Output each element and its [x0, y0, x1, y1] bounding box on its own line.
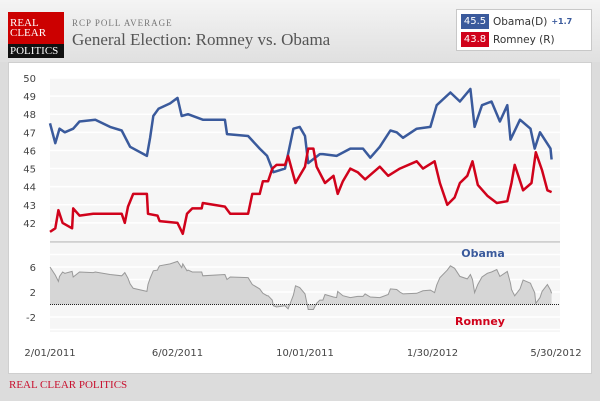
- x-tick-label: 10/01/2011: [276, 348, 334, 359]
- kicker: RCP POLL AVERAGE: [72, 18, 173, 28]
- y-tick-label: 46: [23, 146, 36, 157]
- legend: 45.5 Obama(D) +1.7 43.8 Romney (R): [456, 9, 592, 51]
- y-tick-label: 42: [23, 219, 36, 230]
- header: REAL CLEAR POLITICS RCP POLL AVERAGE Gen…: [0, 0, 600, 62]
- y-tick-label: 49: [23, 92, 36, 103]
- obama-change: +1.7: [551, 17, 573, 26]
- series-line-romney: [49, 147, 553, 236]
- y-tick-label: 48: [23, 110, 36, 121]
- logo-line-2: CLEAR: [10, 27, 47, 39]
- romney-spread-label: Romney: [455, 315, 505, 328]
- romney-label: Romney (R): [493, 33, 555, 46]
- y-tick-label: 44: [23, 183, 36, 194]
- obama-value: 45.5: [461, 14, 489, 29]
- y-tick-label: 45: [23, 165, 36, 176]
- y-tick-label: 47: [23, 128, 36, 139]
- spread-tick-label: 6: [30, 263, 36, 274]
- romney-value: 43.8: [461, 32, 489, 47]
- rcp-logo[interactable]: REAL CLEAR POLITICS: [8, 12, 64, 58]
- x-tick-label: 6/02/2011: [152, 348, 203, 359]
- logo-line-1: REAL: [10, 17, 39, 29]
- obama-spread-label: Obama: [461, 247, 505, 260]
- page-title: General Election: Romney vs. Obama: [72, 30, 331, 49]
- legend-obama: 45.5 Obama(D) +1.7: [461, 14, 572, 29]
- series-line-obama: [48, 87, 553, 174]
- y-tick-label: 43: [23, 201, 36, 212]
- legend-romney: 43.8 Romney (R): [461, 32, 555, 47]
- spread-line: [49, 260, 553, 310]
- main-plot-bg: [50, 78, 560, 241]
- obama-label: Obama(D): [493, 15, 548, 28]
- footer-link[interactable]: REAL CLEAR POLITICS: [9, 379, 128, 391]
- spread-area: [50, 261, 552, 310]
- spread-tick-label: -2: [26, 313, 36, 324]
- x-tick-label: 5/30/2012: [530, 348, 581, 359]
- spread-tick-label: 2: [30, 288, 36, 299]
- x-tick-label: 1/30/2012: [407, 348, 458, 359]
- logo-line-3: POLITICS: [8, 44, 64, 58]
- x-tick-label: 2/01/2011: [24, 348, 75, 359]
- y-tick-label: 50: [23, 74, 36, 85]
